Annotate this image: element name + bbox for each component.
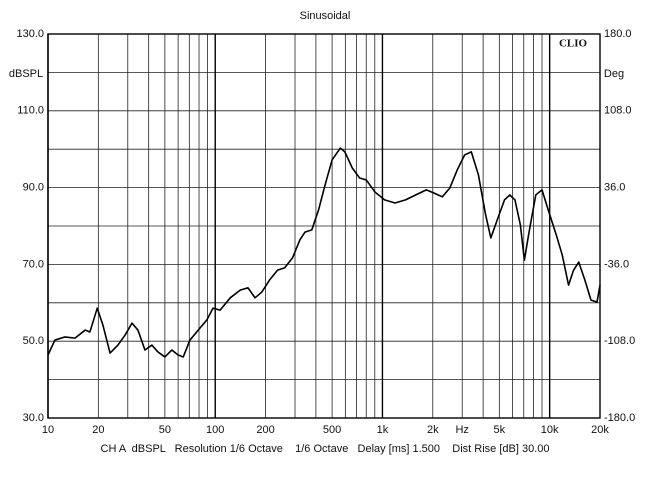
x-tick-label: 10k [541, 424, 559, 436]
y2-tick-label: 108.0 [604, 105, 632, 117]
x-tick-label: 20k [591, 424, 609, 436]
brand: CLIO [559, 38, 588, 50]
caption: CH A dBSPL Resolution 1/6 Octave 1/6 Oct… [101, 443, 550, 455]
x-tick-label: 20 [92, 424, 104, 436]
response-curve [47, 147, 601, 358]
y-tick-label: 110.0 [17, 105, 44, 117]
y-tick-label: 130.0 [16, 28, 44, 40]
x-tick-label: Hz [455, 424, 468, 436]
x-tick-label: 100 [206, 424, 224, 436]
chart-title: Sinusoidal [300, 10, 351, 22]
y-tick-label: 70.0 [23, 258, 44, 270]
x-tick-label: 5k [494, 424, 506, 436]
y2-axis-label: Deg [604, 68, 624, 80]
x-tick-label: 10 [42, 424, 54, 436]
x-tick-label: 500 [323, 424, 341, 436]
y2-tick-label: -36.0 [604, 258, 629, 270]
y-tick-label: 30.0 [23, 412, 44, 424]
y2-tick-label: 36.0 [604, 182, 625, 194]
x-tick-label: 1k [377, 424, 389, 436]
x-tick-label: 200 [256, 424, 274, 436]
y-tick-label: 90.0 [23, 182, 44, 194]
y-tick-label: 50.0 [23, 335, 44, 347]
x-tick-label: 2k [427, 424, 439, 436]
y2-tick-label: -108.0 [604, 335, 635, 347]
y2-tick-label: -180.0 [604, 412, 635, 424]
x-tick-label: 50 [159, 424, 171, 436]
y2-tick-label: 180.0 [604, 28, 632, 40]
plot-frame [47, 33, 601, 419]
y-axis-label: dBSPL [9, 68, 43, 80]
